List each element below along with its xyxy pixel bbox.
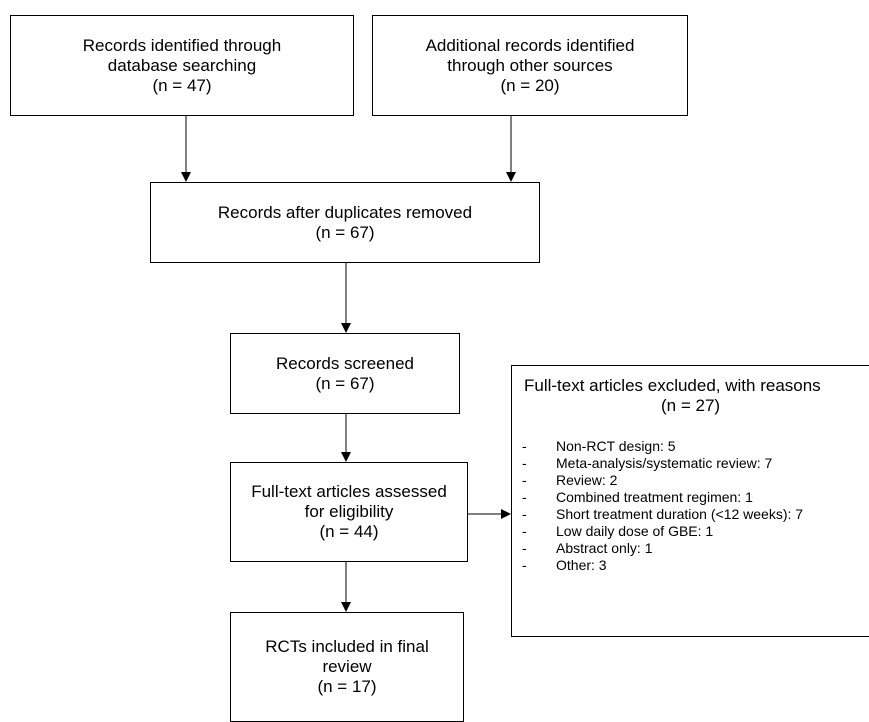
box-count: (n = 67): [315, 222, 375, 242]
excluded-title: Full-text articles excluded, with reason…: [524, 376, 821, 395]
records-identified-database-box: Records identified through database sear…: [10, 15, 354, 116]
list-dash: -: [522, 438, 527, 454]
exclusion-reason-text: Meta-analysis/systematic review: 7: [556, 455, 773, 471]
exclusion-reason-item: - Non-RCT design: 5: [512, 438, 803, 455]
exclusion-reason-item: - Meta-analysis/systematic review: 7: [512, 455, 803, 472]
exclusion-reason-text: Non-RCT design: 5: [556, 438, 676, 454]
list-dash: -: [522, 557, 527, 573]
list-dash: -: [522, 472, 527, 488]
box-text-line: through other sources: [447, 55, 613, 75]
exclusion-reason-item: - Short treatment duration (<12 weeks): 7: [512, 506, 803, 523]
excluded-header: Full-text articles excluded, with reason…: [512, 376, 869, 416]
box-text-line: review: [322, 657, 372, 676]
duplicates-removed-box: Records after duplicates removed (n = 67…: [150, 182, 540, 263]
box-text-line: Full-text articles assessed: [251, 482, 447, 501]
exclusion-reason-text: Review: 2: [556, 472, 618, 488]
exclusion-reason-text: Low daily dose of GBE: 1: [556, 523, 714, 539]
excluded-count: (n = 27): [661, 396, 721, 415]
list-dash: -: [522, 506, 527, 522]
records-screened-box: Records screened (n = 67): [230, 333, 460, 414]
excluded-articles-box: Full-text articles excluded, with reason…: [511, 365, 869, 637]
list-dash: -: [522, 523, 527, 539]
exclusion-reason-text: Abstract only: 1: [556, 540, 653, 556]
rcts-included-box: RCTs included in final review (n = 17): [230, 612, 464, 722]
exclusion-reason-text: Other: 3: [556, 557, 607, 573]
box-count: (n = 47): [152, 75, 212, 95]
exclusion-reason-item: - Abstract only: 1: [512, 540, 803, 557]
exclusion-reason-item: - Review: 2: [512, 472, 803, 489]
box-count: (n = 17): [317, 677, 377, 696]
box-text-line: database searching: [107, 55, 257, 75]
box-text-line: Records identified through: [82, 35, 282, 55]
exclusion-reasons-list: - Non-RCT design: 5 - Meta-analysis/systema…: [512, 438, 803, 574]
exclusion-reason-text: Combined treatment regimen: 1: [556, 489, 753, 505]
exclusion-reason-item: - Other: 3: [512, 557, 803, 574]
exclusion-reason-item: - Low daily dose of GBE: 1: [512, 523, 803, 540]
exclusion-reason-item: - Combined treatment regimen: 1: [512, 489, 803, 506]
box-text-line: RCTs included in final: [265, 637, 429, 656]
box-text-line: Additional records identified: [425, 35, 635, 55]
box-text-line: Records screened: [276, 353, 414, 373]
box-text-line: Records after duplicates removed: [217, 202, 473, 222]
exclusion-reason-text: Short treatment duration (<12 weeks): 7: [556, 506, 804, 522]
box-text-line: for eligibility: [304, 502, 394, 521]
list-dash: -: [522, 540, 527, 556]
box-count: (n = 20): [500, 75, 560, 95]
box-count: (n = 67): [315, 373, 375, 393]
list-dash: -: [522, 455, 527, 471]
additional-records-box: Additional records identified through ot…: [372, 15, 688, 116]
box-count: (n = 44): [319, 522, 379, 541]
list-dash: -: [522, 489, 527, 505]
full-text-assessed-box: Full-text articles assessed for eligibil…: [230, 462, 468, 562]
flow-connectors: [181, 116, 516, 612]
